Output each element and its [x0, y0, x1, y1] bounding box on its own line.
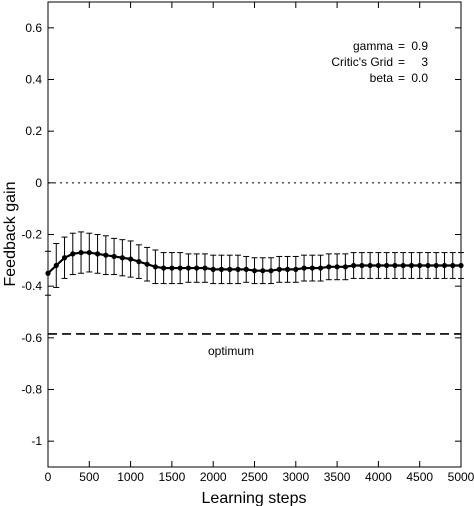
parameter-annotations: gamma = 0.9 Critic's Grid = 3 beta = 0.0	[331, 39, 428, 85]
data-point	[251, 268, 258, 274]
y-axis-ticks: -1 -0.8 -0.6 -0.4 -0.2 0 0.2 0.4 0.6	[21, 21, 461, 448]
x-axis-ticks: 0 500 1000 1500 2000 2500 3000 3500 4000 4500 5000	[45, 2, 474, 484]
data-point	[119, 255, 125, 261]
y-axis-label: Feedback gain	[2, 182, 19, 287]
data-point	[326, 264, 332, 270]
annotation-grid-name: Critic's Grid	[331, 55, 393, 69]
annotation-gamma-value: 0.9	[411, 39, 428, 53]
x-tick-label: 1500	[159, 470, 186, 484]
data-point	[128, 256, 134, 262]
x-tick-label: 2500	[241, 470, 268, 484]
data-point	[218, 266, 225, 272]
y-tick-label: -0.2	[21, 228, 42, 242]
x-tick-label: 500	[79, 470, 99, 484]
y-tick-label: -0.8	[21, 383, 42, 397]
data-point	[392, 262, 398, 269]
data-point	[268, 268, 274, 274]
data-point	[103, 252, 109, 258]
data-point	[111, 253, 117, 260]
optimum-label: optimum	[208, 344, 254, 358]
y-tick-label: -0.6	[21, 331, 42, 345]
y-tick-label: 0.4	[25, 73, 42, 87]
x-tick-label: 4000	[365, 470, 392, 484]
x-tick-label: 4500	[406, 470, 433, 484]
data-point	[53, 262, 59, 269]
data-point	[400, 262, 406, 269]
data-point	[450, 262, 456, 269]
annotation-gamma-name: gamma	[353, 39, 393, 53]
data-point	[202, 265, 208, 271]
data-point	[61, 255, 68, 261]
data-point	[367, 262, 373, 269]
x-tick-label: 1000	[117, 470, 144, 484]
data-point	[235, 266, 241, 272]
reference-lines	[48, 182, 461, 335]
data-point	[94, 251, 101, 257]
y-tick-label: 0	[35, 176, 42, 190]
x-tick-label: 0	[45, 470, 52, 484]
data-point	[144, 261, 150, 267]
x-tick-label: 3000	[282, 470, 309, 484]
x-axis-label: Learning steps	[202, 490, 307, 506]
x-tick-label: 2000	[200, 470, 227, 484]
y-tick-label: 0.2	[25, 124, 42, 138]
data-point	[152, 264, 158, 270]
data-point	[177, 265, 183, 271]
data-point	[384, 262, 390, 269]
annotation-grid-eq: =	[398, 55, 405, 69]
data-point	[458, 262, 464, 269]
data-point	[334, 264, 340, 270]
data-point	[309, 265, 315, 271]
data-point	[417, 262, 423, 269]
annotation-beta-name: beta	[370, 71, 394, 85]
data-point	[293, 266, 299, 272]
data-point	[227, 266, 233, 272]
x-tick-label: 3500	[324, 470, 351, 484]
annotation-grid-value: 3	[421, 55, 428, 69]
annotation-beta-value: 0.0	[411, 71, 428, 85]
error-bars	[45, 231, 464, 296]
data-point	[136, 259, 142, 265]
y-tick-label: 0.6	[25, 21, 42, 35]
data-point	[169, 265, 175, 271]
data-point	[359, 262, 365, 269]
series-markers	[45, 249, 464, 276]
data-point	[210, 266, 216, 272]
data-point	[441, 262, 448, 269]
y-tick-label: -1	[31, 434, 42, 448]
data-point	[161, 265, 167, 271]
data-point	[86, 249, 92, 256]
data-point	[351, 262, 357, 269]
data-point	[375, 262, 381, 269]
data-point	[408, 262, 415, 269]
data-point	[243, 266, 249, 272]
data-point	[194, 265, 200, 271]
data-point	[301, 265, 307, 271]
data-point	[185, 265, 192, 271]
data-point	[317, 265, 324, 271]
data-point	[425, 262, 431, 269]
data-point	[342, 264, 348, 270]
data-point	[276, 266, 282, 272]
data-point	[260, 268, 266, 274]
data-point	[45, 270, 51, 276]
y-tick-label: -0.4	[21, 279, 42, 293]
annotation-beta-eq: =	[398, 71, 405, 85]
data-point	[433, 262, 439, 269]
data-point	[70, 251, 76, 257]
annotation-gamma-eq: =	[398, 39, 405, 53]
x-tick-label: 5000	[448, 470, 474, 484]
data-point	[284, 266, 291, 272]
data-point	[78, 249, 84, 256]
